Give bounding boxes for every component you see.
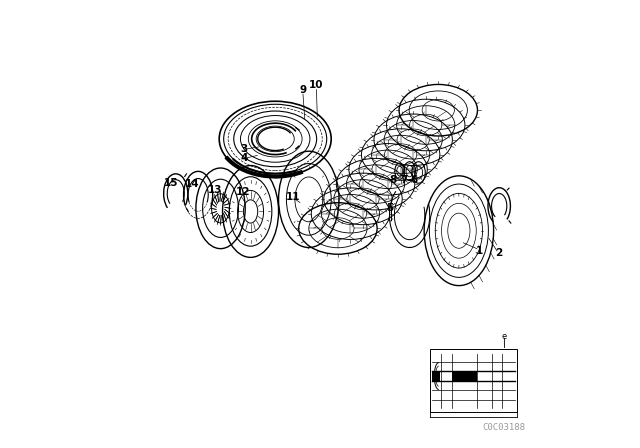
Text: C0C03188: C0C03188 bbox=[482, 423, 525, 432]
Text: 10: 10 bbox=[309, 80, 324, 90]
Text: 9: 9 bbox=[300, 86, 307, 95]
Text: 6: 6 bbox=[410, 175, 418, 185]
Text: 14: 14 bbox=[184, 179, 199, 189]
Text: 15: 15 bbox=[164, 178, 179, 188]
Text: 2: 2 bbox=[495, 248, 503, 258]
Text: 8: 8 bbox=[390, 175, 397, 185]
Text: 11: 11 bbox=[286, 192, 300, 202]
Bar bbox=[432, 371, 440, 381]
Bar bbox=[452, 371, 477, 381]
Text: 1: 1 bbox=[476, 246, 483, 256]
Text: 12: 12 bbox=[236, 187, 250, 197]
Text: 13: 13 bbox=[207, 185, 222, 195]
Text: 7: 7 bbox=[401, 175, 408, 185]
Text: 3: 3 bbox=[240, 144, 248, 154]
Text: 5: 5 bbox=[386, 203, 393, 213]
Bar bbox=[430, 349, 517, 412]
Text: 4: 4 bbox=[240, 153, 248, 163]
Text: e: e bbox=[502, 332, 508, 341]
